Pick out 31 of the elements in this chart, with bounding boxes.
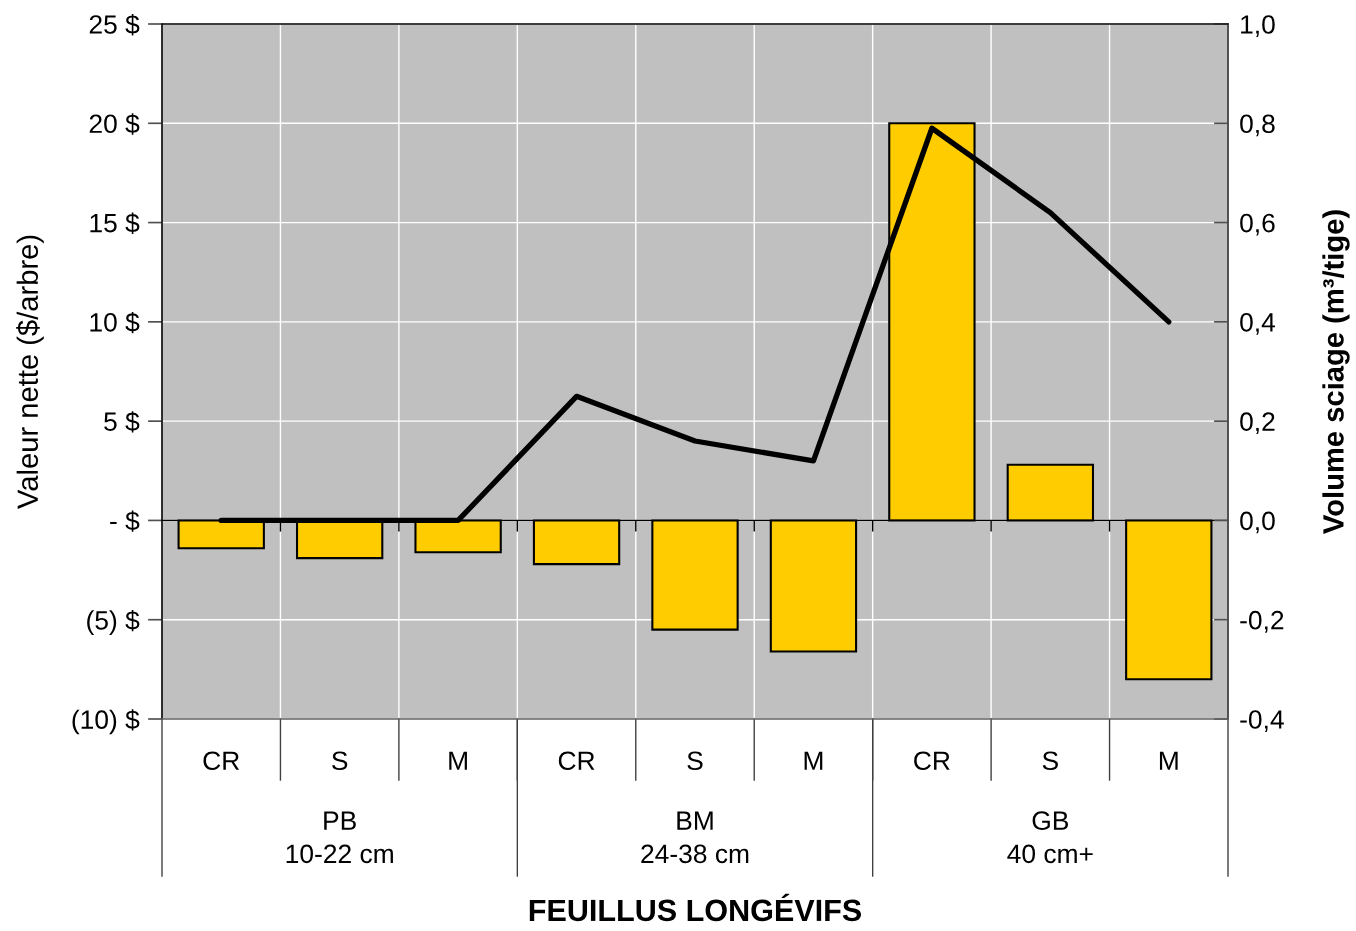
y-tick-label: 25 $ (89, 14, 140, 36)
x-tick-label: M (804, 751, 823, 770)
x-tick-label: CR (558, 751, 595, 771)
y2-axis-title: Volume sciage (m³/tige) (1322, 210, 1350, 534)
y2-tick-label: 0,2 (1240, 412, 1275, 435)
x-tick-label: CR (203, 751, 240, 771)
y-tick-label: 10 $ (90, 311, 140, 334)
y-tick-label: (5) $ (87, 609, 140, 635)
text: BM 24-38 cm (641, 811, 749, 864)
x-tick-label: S (1042, 751, 1058, 771)
x-tick-label: M (449, 751, 467, 770)
y2-tick-label: 0,0 (1240, 511, 1275, 534)
y-axis-title: Valeur nette ($/arbre) (16, 235, 44, 509)
y-tick-label: 15 $ (90, 212, 140, 234)
x-tick-label: CR (914, 751, 950, 771)
y2-tick-label: -0,2 (1240, 610, 1284, 633)
y2-tick-label: 1,0 (1241, 15, 1275, 37)
x-tick-label: M (1159, 751, 1178, 770)
y-tick-label: (10) $ (72, 709, 140, 735)
y-tick-label: 5 $ (104, 411, 140, 433)
x-tick-label: S (332, 751, 348, 771)
text: PB 10-22 cm (286, 811, 393, 864)
y2-tick-label: 0,4 (1240, 312, 1276, 335)
y-tick-label: - $ (110, 510, 140, 532)
x-tick-label: S (687, 751, 703, 771)
y2-tick-label: 0,8 (1240, 114, 1275, 137)
text: GB 40 cm+ (1007, 811, 1093, 864)
x-axis-title: FEUILLUS LONGÉVIFS (529, 893, 862, 922)
y2-tick-label: -0,4 (1240, 710, 1284, 732)
y-tick-label: 20 $ (89, 113, 140, 135)
y2-tick-label: 0,6 (1240, 213, 1275, 236)
